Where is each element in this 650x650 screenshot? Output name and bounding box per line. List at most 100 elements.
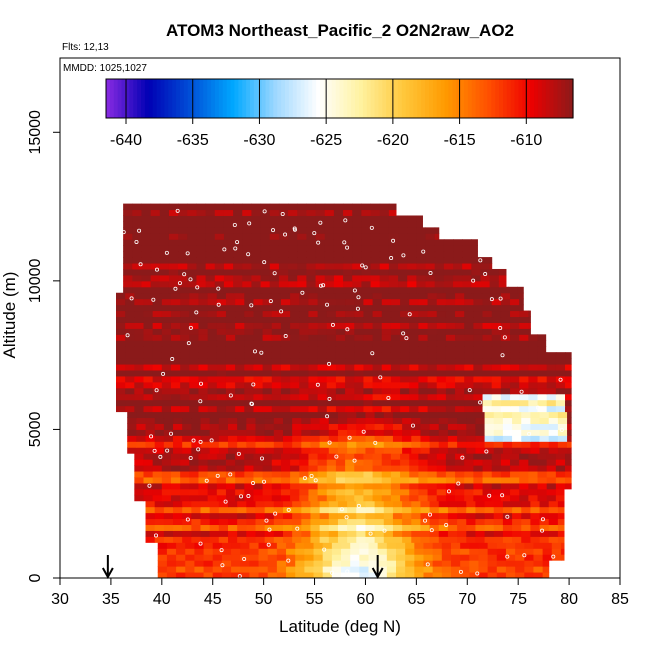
heatmap-cell bbox=[152, 476, 163, 484]
heatmap-cell bbox=[398, 274, 408, 282]
heatmap-cell bbox=[418, 292, 429, 300]
heatmap-cell bbox=[116, 346, 126, 353]
heatmap-cell bbox=[225, 328, 236, 335]
colorbar-segment bbox=[238, 79, 243, 118]
observation-point bbox=[262, 260, 267, 265]
heatmap-cell bbox=[244, 364, 254, 371]
heatmap-cell bbox=[280, 352, 291, 359]
heatmap-cell bbox=[235, 453, 245, 460]
heatmap-cell bbox=[214, 203, 225, 211]
heatmap-cell bbox=[521, 417, 531, 424]
heatmap-cell bbox=[292, 500, 302, 508]
heatmap-cell bbox=[374, 441, 385, 448]
heatmap-cell bbox=[116, 387, 126, 395]
heatmap-cell bbox=[557, 435, 568, 442]
heatmap-cell bbox=[116, 328, 126, 335]
colorbar-segment bbox=[471, 79, 477, 118]
heatmap-cell bbox=[168, 203, 179, 211]
heatmap-cell bbox=[416, 215, 423, 222]
heatmap-cell bbox=[528, 482, 539, 490]
heatmap-cell bbox=[134, 340, 144, 347]
heatmap-cell bbox=[235, 375, 245, 383]
heatmap-cell bbox=[533, 548, 544, 555]
heatmap-cell bbox=[457, 530, 467, 537]
heatmap-cell bbox=[161, 352, 172, 359]
colorbar-segment bbox=[456, 79, 461, 118]
heatmap-cell bbox=[491, 488, 502, 496]
heatmap-cell bbox=[271, 471, 282, 478]
colorbar-segment bbox=[339, 79, 344, 118]
heatmap-cell bbox=[244, 405, 254, 413]
heatmap-cell bbox=[324, 280, 335, 288]
heatmap-cell bbox=[420, 506, 431, 514]
heatmap-cell bbox=[489, 274, 500, 282]
heatmap-cell bbox=[363, 352, 374, 359]
heatmap-cell bbox=[388, 263, 399, 270]
heatmap-cell bbox=[136, 429, 147, 436]
heatmap-cell bbox=[510, 328, 520, 335]
heatmap-cell bbox=[299, 352, 309, 359]
heatmap-cell bbox=[205, 239, 216, 246]
heatmap-cell bbox=[154, 429, 165, 436]
heatmap-cell bbox=[466, 530, 476, 537]
heatmap-cell bbox=[244, 465, 254, 472]
heatmap-cell bbox=[317, 465, 328, 472]
heatmap-cell bbox=[276, 554, 287, 561]
heatmap-cell bbox=[418, 346, 429, 353]
heatmap-cell bbox=[388, 233, 399, 240]
heatmap-cell bbox=[484, 536, 495, 543]
heatmap-cell bbox=[143, 482, 154, 490]
heatmap-cell bbox=[370, 251, 381, 258]
heatmap-cell bbox=[253, 399, 264, 407]
heatmap-cell bbox=[233, 263, 243, 270]
heatmap-cell bbox=[510, 393, 520, 401]
heatmap-cell bbox=[374, 411, 385, 419]
heatmap-cell bbox=[557, 429, 568, 436]
heatmap-cell bbox=[317, 459, 328, 466]
heatmap-cell bbox=[317, 476, 328, 484]
heatmap-cell bbox=[386, 548, 397, 555]
observation-point bbox=[185, 517, 190, 522]
y-tick-label: 5000 bbox=[27, 412, 44, 448]
heatmap-cell bbox=[565, 358, 572, 365]
heatmap-cell bbox=[198, 358, 209, 365]
colorbar-segment bbox=[257, 79, 263, 118]
heatmap-cell bbox=[225, 471, 236, 478]
heatmap-cell bbox=[143, 465, 154, 472]
heatmap-cell bbox=[491, 381, 502, 389]
heatmap-cell bbox=[350, 554, 360, 561]
heatmap-cell bbox=[372, 334, 383, 341]
heatmap-cell bbox=[409, 465, 419, 472]
heatmap-cell bbox=[493, 512, 504, 520]
heatmap-cell bbox=[365, 435, 376, 442]
heatmap-cell bbox=[335, 370, 346, 377]
heatmap-cell bbox=[528, 322, 531, 329]
heatmap-cell bbox=[429, 518, 440, 526]
heatmap-cell bbox=[398, 221, 408, 228]
heatmap-cell bbox=[528, 471, 539, 478]
heatmap-cell bbox=[207, 316, 218, 323]
heatmap-cell bbox=[203, 560, 214, 567]
heatmap-cell bbox=[242, 263, 252, 270]
heatmap-cell bbox=[260, 227, 271, 234]
heatmap-cell bbox=[530, 447, 541, 454]
heatmap-cell bbox=[233, 251, 243, 258]
heatmap-cell bbox=[278, 257, 289, 264]
heatmap-cell bbox=[445, 399, 456, 407]
heatmap-cell bbox=[491, 298, 502, 306]
heatmap-cell bbox=[297, 227, 307, 234]
heatmap-cell bbox=[365, 429, 376, 436]
heatmap-cell bbox=[173, 411, 183, 419]
heatmap-cell bbox=[390, 453, 401, 460]
heatmap-cell bbox=[317, 346, 328, 353]
heatmap-cell bbox=[407, 268, 417, 276]
heatmap-cell bbox=[445, 375, 456, 383]
colorbar-segment bbox=[518, 79, 524, 118]
heatmap-cell bbox=[324, 286, 335, 294]
heatmap-cell bbox=[493, 417, 504, 424]
heatmap-cell bbox=[512, 441, 522, 448]
heatmap-cell bbox=[392, 536, 403, 543]
heatmap-cell bbox=[436, 316, 447, 323]
heatmap-cell bbox=[438, 441, 449, 448]
observation-point bbox=[456, 481, 461, 486]
